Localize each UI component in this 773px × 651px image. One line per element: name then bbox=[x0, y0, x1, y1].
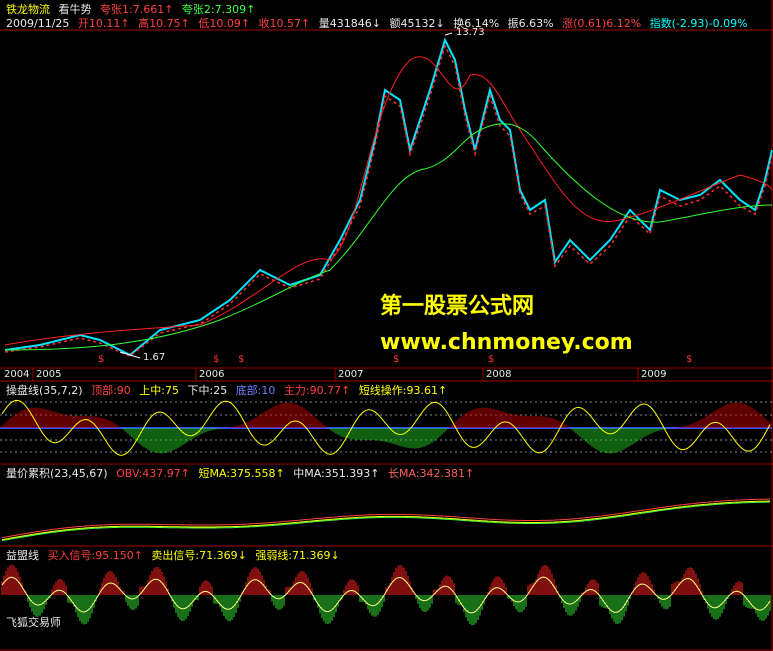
obv-line bbox=[1, 498, 771, 539]
panel-item: 强弱线:71.369↓ bbox=[255, 549, 340, 562]
panel-item: 短MA:375.558↑ bbox=[198, 467, 285, 480]
ratio: 夸张1:7.661↑ bbox=[100, 3, 174, 16]
index: 指数(-2.93)-0.09% bbox=[649, 17, 748, 30]
close: 收10.57↑ bbox=[258, 17, 311, 30]
amplitude: 振6.63% bbox=[507, 17, 554, 30]
oscillator bbox=[1, 399, 771, 456]
strength-line bbox=[1, 576, 771, 614]
panel-item: 上中:75 bbox=[139, 384, 179, 397]
quote-row: 2009/11/25 开10.11↑ 高10.75↑ 低10.09↑ 收10.5… bbox=[6, 15, 753, 31]
open: 开10.11↑ bbox=[77, 17, 130, 30]
low-label: 1.67 bbox=[143, 352, 166, 363]
panel-title: 操盘线(35,7,2) bbox=[6, 384, 83, 397]
panel-header: 益盟线 买入信号:95.150↑ 卖出信号:71.369↓ 强弱线:71.369… bbox=[6, 547, 345, 563]
year-label: 2005 bbox=[36, 369, 62, 380]
panel-item: 长MA:342.381↑ bbox=[387, 467, 475, 480]
footer: 飞狐交易师 bbox=[6, 616, 61, 629]
watermark: www.chnmoney.com bbox=[380, 330, 633, 355]
signal: $ bbox=[98, 354, 105, 365]
year-label: 2004 bbox=[4, 369, 30, 380]
panel-title: 量价累积(23,45,67) bbox=[6, 467, 108, 480]
panel-title: 益盟线 bbox=[6, 549, 39, 562]
high-pointer bbox=[444, 32, 453, 36]
signal: $ bbox=[488, 354, 495, 365]
change: 涨(0.61)6.12% bbox=[562, 17, 642, 30]
indicator-drawings bbox=[0, 399, 772, 626]
amount: 额45132↓ bbox=[389, 17, 445, 30]
panel-item: 短线操作:93.61↑ bbox=[358, 384, 448, 397]
ma-line bbox=[1, 500, 771, 541]
year-label: 2009 bbox=[641, 369, 667, 380]
panel-item: OBV:437.97↑ bbox=[116, 467, 190, 480]
low-pointer bbox=[119, 351, 141, 359]
panel-item: 买入信号:95.150↑ bbox=[47, 549, 143, 562]
panel-header: 量价累积(23,45,67) OBV:437.97↑ 短MA:375.558↑ … bbox=[6, 465, 479, 481]
signal: $ bbox=[393, 354, 400, 365]
watermark: 第一股票公式网 bbox=[380, 294, 535, 319]
ratio: 夸张2:7.309↑ bbox=[181, 3, 256, 16]
ma-line bbox=[1, 501, 771, 542]
signal: $ bbox=[238, 354, 245, 365]
ma-short bbox=[4, 56, 773, 346]
low: 低10.09↑ bbox=[198, 17, 251, 30]
price-line-down bbox=[4, 43, 773, 357]
panel-item: 主力:90.77↑ bbox=[283, 384, 351, 397]
signal: $ bbox=[213, 354, 220, 365]
volume: 量431846↓ bbox=[318, 17, 381, 30]
ma-long bbox=[4, 123, 773, 351]
stock-name: 铁龙物流 bbox=[6, 3, 50, 16]
year-label: 2007 bbox=[338, 369, 364, 380]
price-line bbox=[4, 37, 773, 357]
axis-separators bbox=[32, 368, 639, 381]
pattern: 看牛势 bbox=[58, 3, 92, 16]
year-label: 2008 bbox=[486, 369, 512, 380]
panel-header: 操盘线(35,7,2) 顶部:90 上中:75 下中:25 底部:10 主力:9… bbox=[6, 382, 452, 398]
panel-item: 顶部:90 bbox=[91, 384, 131, 397]
panel-item: 中MA:351.393↑ bbox=[293, 467, 380, 480]
panel-item: 卖出信号:71.369↓ bbox=[151, 549, 247, 562]
year-label: 2006 bbox=[199, 369, 225, 380]
panel-item: 下中:25 bbox=[187, 384, 228, 397]
panel-item: 底部:10 bbox=[235, 384, 276, 397]
date: 2009/11/25 bbox=[6, 17, 70, 30]
header-row: 铁龙物流 看牛势 夸张1:7.661↑ 夸张2:7.309↑ bbox=[6, 1, 260, 17]
turnover: 换6.14% bbox=[453, 17, 500, 30]
high: 高10.75↑ bbox=[138, 17, 190, 30]
high-label: 13.73 bbox=[456, 27, 485, 38]
signal: $ bbox=[686, 354, 693, 365]
